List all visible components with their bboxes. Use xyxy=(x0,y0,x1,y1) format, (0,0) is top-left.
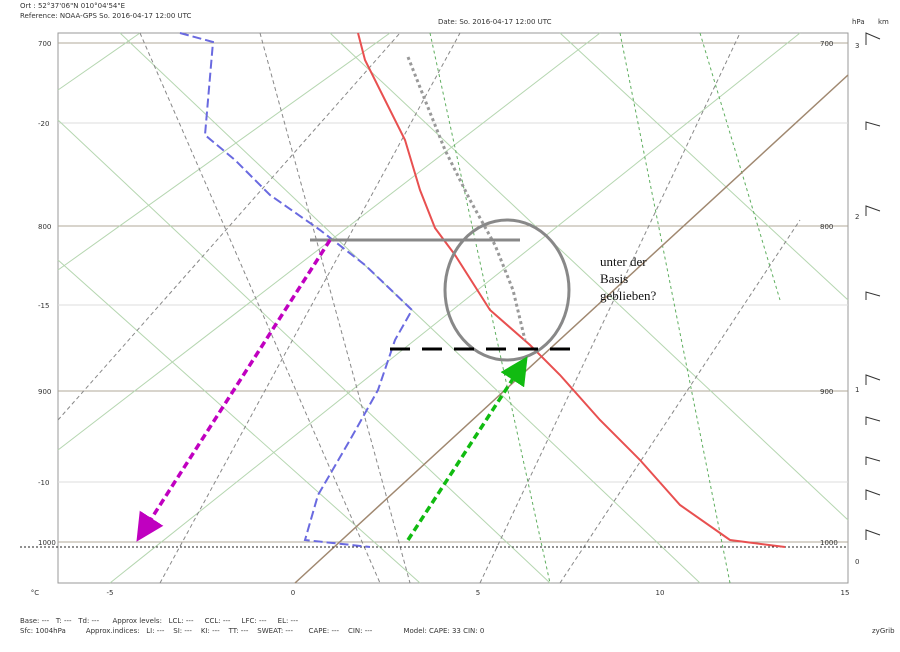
right-km-label: 1 xyxy=(855,386,859,394)
footer-line: Sfc: 1004hPa Approx.indices: LI: --- SI:… xyxy=(20,627,484,635)
temperature-curve xyxy=(357,32,786,548)
location: Ort : 52°37'06"N 010°04'54"E xyxy=(20,2,125,10)
right-pressure-label: 800 xyxy=(820,223,833,231)
brand: zyGrib xyxy=(872,627,895,635)
annotation: Basis xyxy=(600,271,628,286)
bottom-label: -5 xyxy=(107,589,114,597)
right-pressure-label: 900 xyxy=(820,388,833,396)
green-arrow xyxy=(406,356,528,541)
right-pressure-label: 700 xyxy=(820,40,833,48)
plot-frame xyxy=(57,32,849,584)
bottom-label: 5 xyxy=(476,589,480,597)
wind-barbs xyxy=(865,32,881,540)
bottom-label: 10 xyxy=(656,589,665,597)
bottom-label: 0 xyxy=(291,589,295,597)
reference: Reference: NOAA-GPS So. 2016-04-17 12:00… xyxy=(20,12,192,20)
left-label: -20 xyxy=(38,120,49,128)
annotation: unter der xyxy=(600,254,647,269)
footer-line: Base: --- T: --- Td: --- Approx levels: … xyxy=(20,617,299,625)
right-km-label: 3 xyxy=(855,42,859,50)
left-label: 700 xyxy=(38,40,51,48)
bottom-label: °C xyxy=(31,589,40,597)
left-label: -10 xyxy=(38,479,49,487)
right-km-label: 0 xyxy=(855,558,859,566)
left-label: 800 xyxy=(38,223,51,231)
left-label: -15 xyxy=(38,302,49,310)
dewpoint-curve xyxy=(179,32,414,548)
right-km-label: 2 xyxy=(855,213,859,221)
unit-pressure: hPa xyxy=(852,18,865,26)
left-label: 1000 xyxy=(38,539,56,547)
left-label: 900 xyxy=(38,388,51,396)
right-pressure-label: 1000 xyxy=(820,539,838,547)
unit-height: km xyxy=(878,18,889,26)
annotation: geblieben? xyxy=(600,288,657,303)
magenta-arrow xyxy=(136,239,332,542)
date: Date: So. 2016-04-17 12:00 UTC xyxy=(438,18,552,26)
bottom-label: 15 xyxy=(841,589,850,597)
